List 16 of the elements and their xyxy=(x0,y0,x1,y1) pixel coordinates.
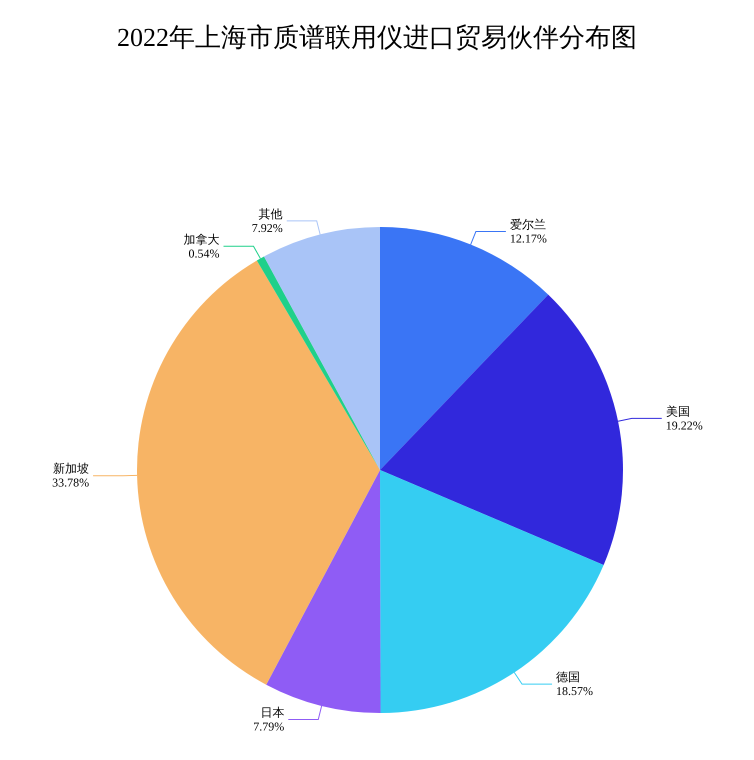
data-label: 0.54% xyxy=(188,246,220,260)
data-label: 33.78% xyxy=(52,476,90,490)
pie-slice xyxy=(380,470,604,713)
slice-label: 新加坡 xyxy=(53,462,90,476)
slice-label: 日本 xyxy=(260,705,284,720)
data-label: 7.79% xyxy=(253,719,284,734)
data-label: 7.92% xyxy=(252,220,283,235)
data-label: 19.22% xyxy=(666,418,703,432)
data-label: 18.57% xyxy=(556,684,594,698)
chart-title: 2022年上海市质谱联用仪进口贸易伙伴分布图 xyxy=(117,23,637,52)
slice-label: 其他 xyxy=(258,206,283,221)
slice-label: 美国 xyxy=(666,404,690,418)
data-label: 12.17% xyxy=(510,232,547,246)
slice-label: 爱尔兰 xyxy=(510,218,546,232)
slice-label: 德国 xyxy=(556,670,580,684)
slice-label: 加拿大 xyxy=(184,232,220,246)
